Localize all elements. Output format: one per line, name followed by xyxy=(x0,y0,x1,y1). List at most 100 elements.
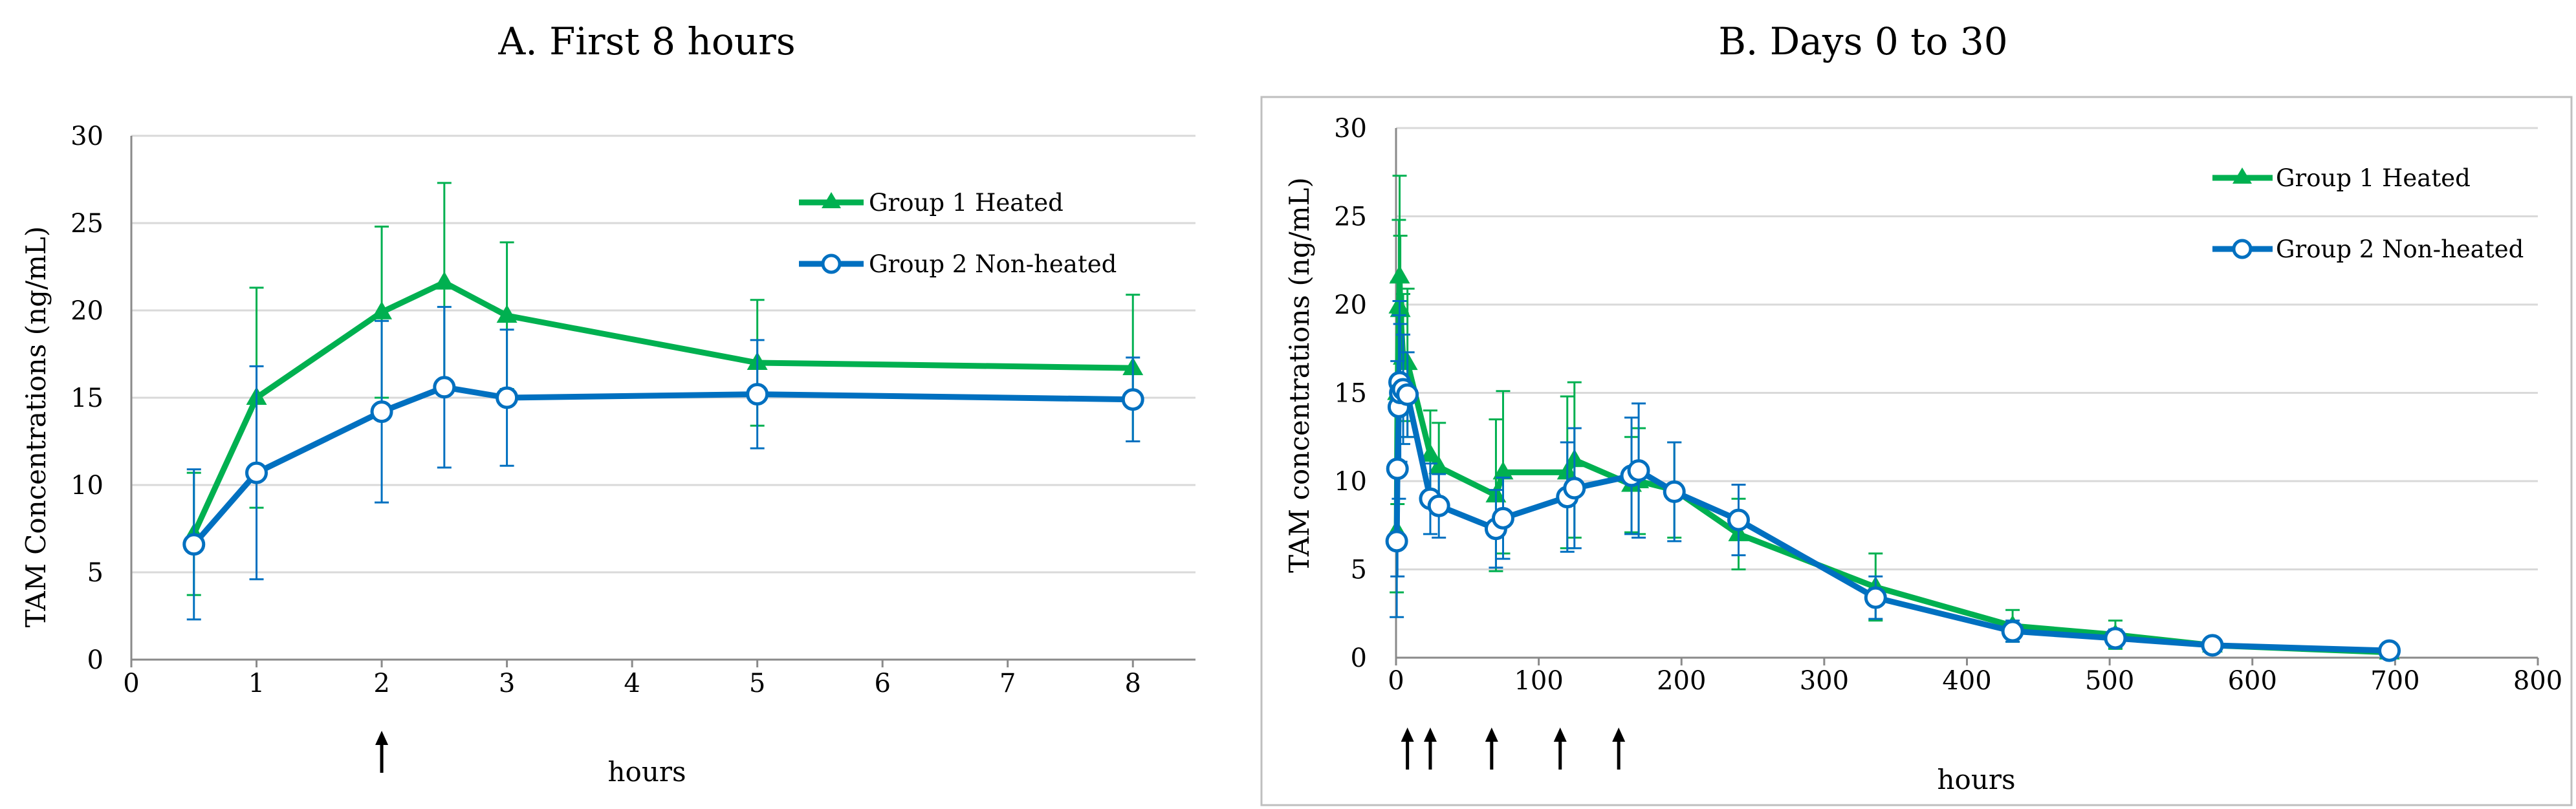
panel-b-legend: Group 1 Heated Group 2 Non-heated xyxy=(2212,164,2524,263)
data-point-circle xyxy=(370,400,393,424)
data-point-circle xyxy=(2001,620,2024,643)
data-point-circle xyxy=(746,383,769,406)
data-point-circle xyxy=(496,386,519,409)
panel-a-series xyxy=(182,182,1144,621)
series-group1-heated xyxy=(183,182,1144,596)
circle-marker-icon xyxy=(821,253,842,274)
legend-entry-group1-heated: Group 1 Heated xyxy=(2212,164,2471,192)
data-point-triangle xyxy=(1419,444,1441,462)
circle-marker-icon xyxy=(2232,239,2253,259)
data-point-triangle xyxy=(1389,265,1410,284)
data-point-circle xyxy=(245,461,268,484)
panel-a-title: A. First 8 hours xyxy=(497,19,795,63)
data-point-triangle xyxy=(496,305,518,323)
y-tick-label: 20 xyxy=(71,296,104,326)
legend-label-group1: Group 1 Heated xyxy=(869,189,1064,217)
series-line xyxy=(191,279,1133,535)
data-point-circle xyxy=(433,376,456,399)
data-point-circle xyxy=(1491,506,1514,530)
triangle-marker-icon xyxy=(822,192,841,208)
legend-entry-group2-non-heated: Group 2 Non-heated xyxy=(2212,235,2524,263)
data-point-circle xyxy=(1663,480,1686,503)
panel-b-title: B. Days 0 to 30 xyxy=(1718,19,2007,63)
panel-b-y-ticks: 0 5 10 15 20 25 30 xyxy=(1334,114,1367,673)
dosing-arrow-icon xyxy=(1553,728,1567,770)
series-group2-non-heated xyxy=(182,306,1144,621)
data-point-circle xyxy=(1396,383,1419,406)
y-tick-label: 10 xyxy=(71,471,104,501)
series-line xyxy=(191,384,1133,546)
data-point-circle xyxy=(2104,627,2127,650)
x-tick-label: 300 xyxy=(1800,666,1849,696)
data-point-circle xyxy=(1121,388,1144,411)
x-tick-label: 0 xyxy=(1388,666,1404,696)
x-tick-label: 100 xyxy=(1514,666,1563,696)
x-tick-label: 4 xyxy=(624,669,640,698)
x-tick-label: 2 xyxy=(373,669,389,698)
legend-label-group2: Group 2 Non-heated xyxy=(869,250,1117,278)
panel-a-y-ticks: 0 5 10 15 20 25 30 xyxy=(71,122,104,675)
panel-a-x-ticks: 0 1 2 3 4 5 6 7 8 xyxy=(123,660,1141,698)
x-tick-label: 800 xyxy=(2513,666,2562,696)
data-point-circle xyxy=(1727,508,1750,532)
panel-b-ylabel: TAM concentrations (ng/mL) xyxy=(1283,177,1315,573)
data-point-circle xyxy=(1563,477,1586,500)
series-line xyxy=(1393,379,2390,654)
y-tick-label: 25 xyxy=(71,209,104,239)
dosing-arrow-icon xyxy=(1485,728,1498,770)
x-tick-label: 600 xyxy=(2228,666,2277,696)
panel-b-series xyxy=(1385,175,2401,662)
legend-entry-group1-heated: Group 1 Heated xyxy=(799,189,1064,217)
dosing-arrow-icon xyxy=(375,731,389,773)
legend-entry-group2-non-heated: Group 2 Non-heated xyxy=(799,250,1117,278)
panel-a-xlabel: hours xyxy=(607,756,686,788)
triangle-marker-icon xyxy=(2232,167,2252,184)
panel-a: A. First 8 hours hours TAM Concentration… xyxy=(20,19,1195,788)
y-tick-label: 15 xyxy=(1334,379,1367,409)
series-line xyxy=(1393,273,2390,656)
legend-label-group2: Group 2 Non-heated xyxy=(2276,235,2524,263)
y-tick-label: 25 xyxy=(1334,202,1367,232)
panel-b-dosing-arrows xyxy=(1401,728,1626,770)
y-tick-label: 15 xyxy=(71,383,104,413)
data-point-circle xyxy=(2378,639,2401,662)
data-point-circle xyxy=(1427,494,1450,517)
dosing-arrow-icon xyxy=(1401,728,1414,770)
data-point-circle xyxy=(1385,530,1408,553)
x-tick-label: 0 xyxy=(123,669,139,698)
data-point-triangle xyxy=(1428,456,1450,475)
x-tick-label: 5 xyxy=(749,669,765,698)
dosing-arrow-icon xyxy=(1612,728,1626,770)
panel-b-gridlines xyxy=(1396,127,2538,570)
y-tick-label: 5 xyxy=(1351,556,1367,585)
y-tick-label: 5 xyxy=(87,558,104,588)
x-tick-label: 700 xyxy=(2370,666,2419,696)
y-tick-label: 30 xyxy=(1334,114,1367,144)
y-tick-label: 0 xyxy=(87,645,104,675)
x-tick-label: 400 xyxy=(1942,666,1991,696)
data-point-triangle xyxy=(433,271,455,290)
panel-b: B. Days 0 to 30 hours TAM concentrations… xyxy=(1260,19,2573,806)
data-point-circle xyxy=(2201,634,2224,657)
series-group2-non-heated xyxy=(1385,300,2401,662)
legend-label-group1: Group 1 Heated xyxy=(2276,164,2471,192)
x-tick-label: 500 xyxy=(2085,666,2134,696)
y-tick-label: 30 xyxy=(71,122,104,151)
x-tick-label: 8 xyxy=(1125,669,1141,698)
x-tick-label: 6 xyxy=(874,669,890,698)
x-tick-label: 3 xyxy=(499,669,515,698)
data-point-triangle xyxy=(371,301,393,319)
y-tick-label: 10 xyxy=(1334,467,1367,497)
panel-b-x-ticks: 0 100 200 300 400 500 600 700 800 xyxy=(1388,658,2562,696)
panel-b-chart-frame xyxy=(1260,96,2573,806)
x-tick-label: 7 xyxy=(999,669,1016,698)
data-point-circle xyxy=(1864,586,1887,609)
data-point-circle xyxy=(182,533,206,556)
panel-a-ylabel: TAM Concentrations (ng/mL) xyxy=(20,226,52,627)
dosing-arrow-icon xyxy=(1423,728,1437,770)
data-point-circle xyxy=(1386,457,1409,480)
data-point-circle xyxy=(1627,459,1650,482)
panel-b-xlabel: hours xyxy=(1937,764,2015,795)
y-tick-label: 20 xyxy=(1334,290,1367,320)
